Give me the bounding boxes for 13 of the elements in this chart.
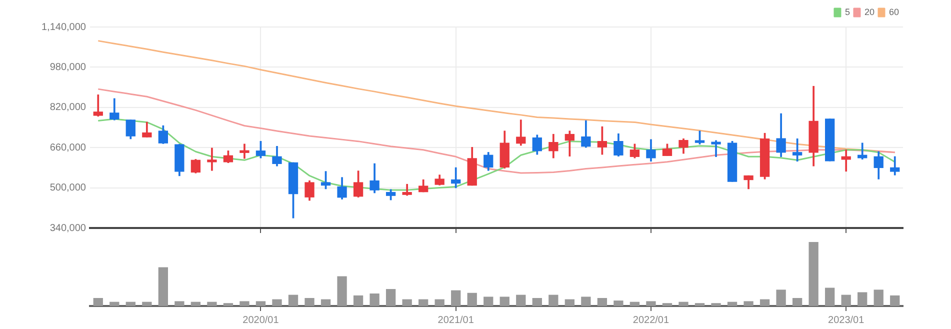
y-tick-label: 820,000: [50, 102, 86, 114]
legend-label: 5: [844, 6, 850, 17]
x-tick-label: 2021/01: [438, 314, 474, 326]
x-tick-label: 2023/01: [828, 314, 865, 326]
x-tick-label: 2022/01: [632, 314, 670, 326]
x-tick-label: 2020/01: [242, 314, 280, 326]
legend-label: 60: [888, 6, 900, 17]
legend-label: 20: [864, 6, 874, 17]
y-tick-label: 980,000: [50, 62, 86, 73]
y-tick-label: 1,140,000: [42, 22, 86, 33]
y-tick-label: 500,000: [50, 182, 86, 194]
y-tick-label: 340,000: [50, 222, 86, 234]
y-tick-label: 660,000: [50, 142, 86, 154]
